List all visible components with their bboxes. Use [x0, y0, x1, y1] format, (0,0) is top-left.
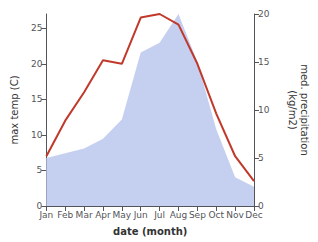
svg-text:Apr: Apr	[95, 210, 111, 220]
svg-text:15: 15	[31, 94, 42, 104]
svg-text:25: 25	[31, 23, 42, 33]
svg-text:20: 20	[258, 9, 270, 19]
svg-text:Mar: Mar	[76, 210, 93, 220]
svg-text:15: 15	[258, 57, 269, 67]
svg-text:0: 0	[36, 201, 43, 211]
svg-text:(kg/m2): (kg/m2)	[287, 90, 298, 130]
svg-text:5: 5	[258, 153, 264, 163]
svg-text:Jul: Jul	[153, 210, 165, 220]
svg-text:Jun: Jun	[133, 210, 148, 220]
svg-text:10: 10	[31, 130, 43, 140]
svg-text:0: 0	[258, 201, 264, 211]
svg-text:10: 10	[258, 105, 270, 115]
svg-text:20: 20	[31, 59, 43, 69]
svg-text:Jan: Jan	[38, 210, 53, 220]
svg-text:5: 5	[37, 165, 43, 175]
svg-text:med. precipitation: med. precipitation	[299, 64, 310, 156]
svg-text:May: May	[113, 210, 132, 220]
svg-text:max temp (C): max temp (C)	[9, 75, 20, 144]
svg-text:Sep: Sep	[189, 210, 206, 220]
svg-text:Feb: Feb	[57, 210, 73, 220]
svg-text:Oct: Oct	[208, 210, 224, 220]
svg-text:date (month): date (month)	[113, 226, 187, 237]
svg-text:Aug: Aug	[170, 210, 188, 220]
svg-text:Nov: Nov	[226, 210, 244, 220]
svg-text:Dec: Dec	[245, 210, 262, 220]
